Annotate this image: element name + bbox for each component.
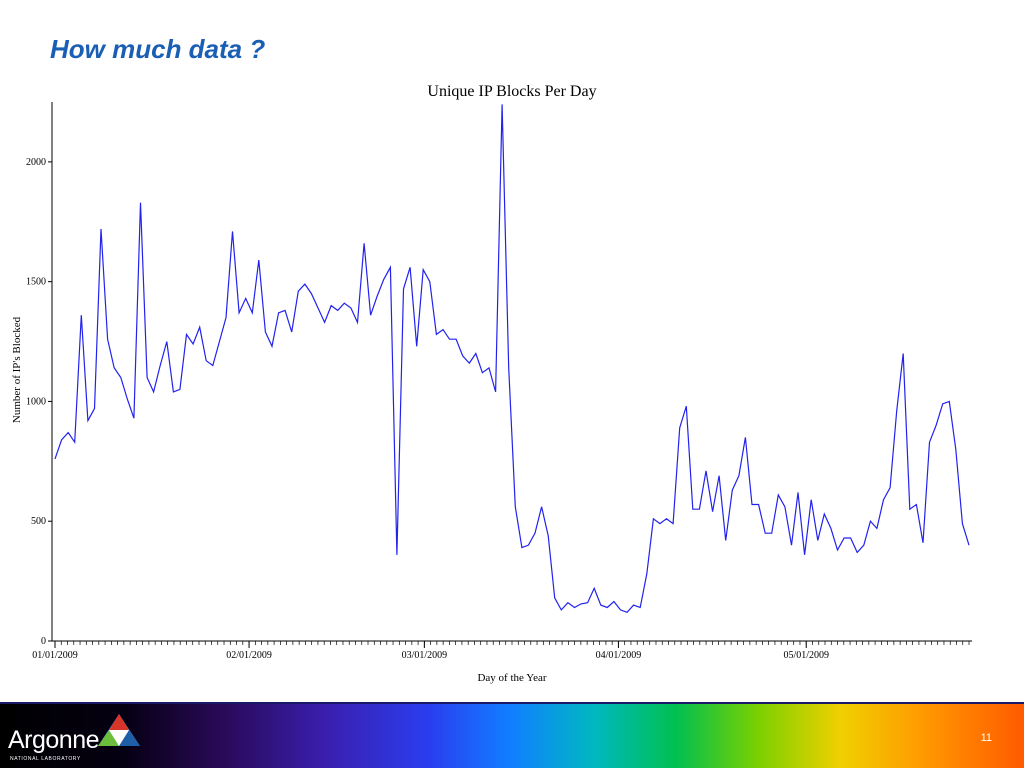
y-tick-label: 1000 <box>26 396 46 407</box>
chart-title: Unique IP Blocks Per Day <box>427 83 596 100</box>
y-axis-ticks: 0 500 1000 1500 2000 <box>26 157 52 647</box>
y-tick-label: 2000 <box>26 157 46 168</box>
slide-title: How much data ? <box>50 34 266 64</box>
y-tick-label: 1500 <box>26 277 46 288</box>
page-number: 11 <box>980 732 992 744</box>
argonne-logo: Argonne NATIONAL LABORATORY <box>8 712 148 762</box>
footer-bar: Argonne NATIONAL LABORATORY 11 <box>0 702 1024 768</box>
y-tick-label: 500 <box>31 516 46 527</box>
y-tick-label: 0 <box>41 636 46 647</box>
y-axis-label: Number of IP's Blocked <box>11 316 23 423</box>
x-tick-label: 05/01/2009 <box>783 650 829 661</box>
x-tick-label: 04/01/2009 <box>596 650 642 661</box>
logo-wordmark: Argonne <box>8 726 100 754</box>
x-tick-label: 01/01/2009 <box>32 650 78 661</box>
x-minor-ticks <box>54 641 970 645</box>
x-axis-ticks: 01/01/2009 02/01/2009 03/01/2009 04/01/2009… <box>32 641 829 661</box>
footer-divider <box>0 702 1024 704</box>
series-line <box>54 104 970 614</box>
line-chart: Unique IP Blocks Per Day 0 500 1000 1500 200… <box>11 83 972 684</box>
argonne-triangle-icon <box>98 714 140 746</box>
x-tick-label: 02/01/2009 <box>226 650 272 661</box>
x-tick-label: 03/01/2009 <box>402 650 448 661</box>
logo-subtitle: NATIONAL LABORATORY <box>10 756 81 762</box>
x-axis-label: Day of the Year <box>477 672 546 684</box>
